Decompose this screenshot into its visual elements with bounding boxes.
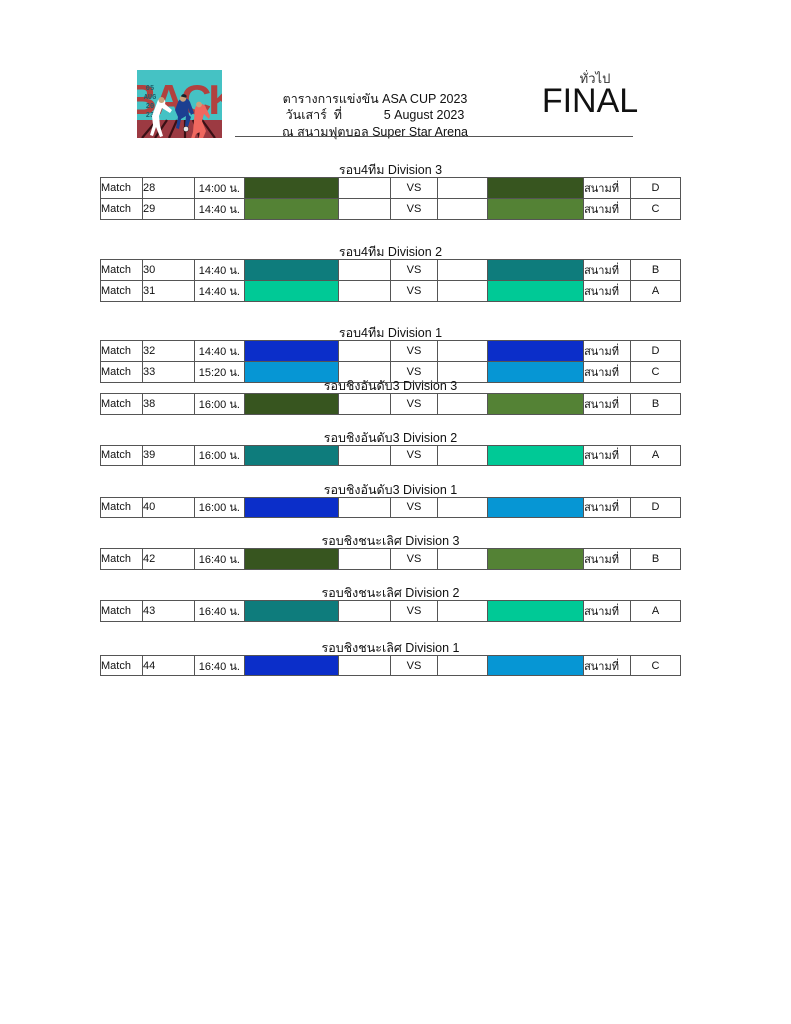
svg-text:20: 20 [146,103,154,111]
svg-text:05: 05 [146,85,154,93]
svg-text:AUG: AUG [144,94,157,102]
